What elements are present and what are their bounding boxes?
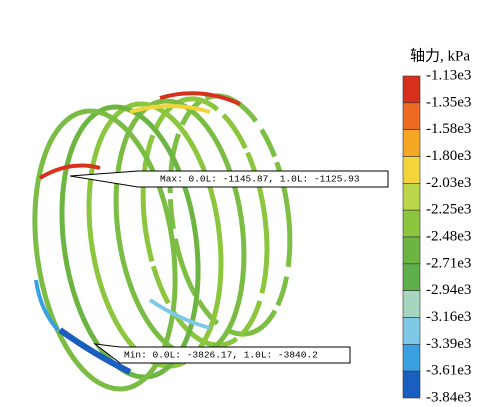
legend-label: -3.39e3 [426,336,471,352]
legend-swatch [403,183,420,210]
legend-swatch [403,130,420,157]
legend-label: -2.03e3 [426,175,471,191]
legend-swatch [403,210,420,237]
legend-label: -3.84e3 [426,389,471,405]
legend-label: -1.13e3 [426,67,471,83]
legend-label: -2.48e3 [426,228,471,244]
legend-label: -3.61e3 [426,363,471,379]
legend-label: -1.35e3 [426,94,471,110]
min-annotation: Min: 0.0L: -3826.17, 1.0L: -3840.2 [124,350,318,361]
legend-label: -2.71e3 [426,255,471,271]
legend-swatch [403,318,420,345]
legend-swatch [403,344,420,371]
legend-title: 轴力, kPa [410,47,470,64]
legend-label: -3.16e3 [426,309,471,325]
legend-swatch [403,264,420,291]
legend-label: -1.80e3 [426,148,471,164]
legend-swatch [403,291,420,318]
max-annotation: Max: 0.0L: -1145.87, 1.0L: -1125.93 [160,174,360,185]
legend-label: -1.58e3 [426,121,471,137]
screenshot: Max: 0.0L: -1145.87, 1.0L: -1125.93 Min:… [0,0,493,407]
legend-swatch [403,371,420,398]
legend-swatch [403,76,420,103]
color-bar: -1.13e3 -1.35e3 -1.58e3 -1.80e3 -2.03e3 -2.25… [403,67,471,405]
legend-swatch [403,103,420,130]
legend-swatch [403,157,420,184]
legend-swatch [403,237,420,264]
legend-label: -2.94e3 [426,282,471,298]
min-callout: Min: 0.0L: -3826.17, 1.0L: -3840.2 [95,344,350,363]
legend-label: -2.25e3 [426,202,471,218]
